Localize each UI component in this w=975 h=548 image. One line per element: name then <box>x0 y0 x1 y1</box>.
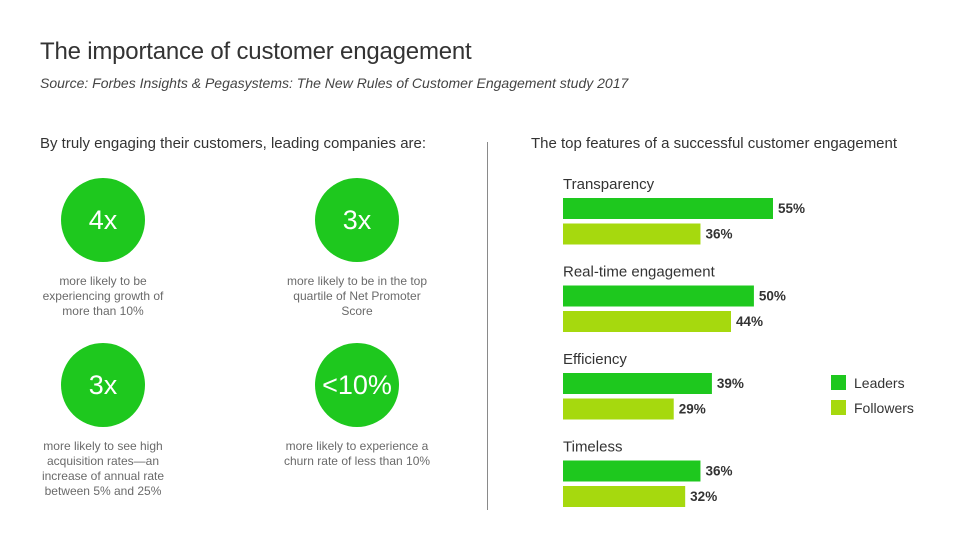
category-label: Efficiency <box>563 351 627 368</box>
stat-circle: 4x <box>61 178 145 262</box>
bar-followers <box>563 311 731 332</box>
bar-followers <box>563 398 674 420</box>
value-label: 36% <box>705 227 732 242</box>
stat-description: more likely to be experiencing growth of… <box>42 274 164 318</box>
legend-swatch-followers <box>831 400 846 415</box>
category-label: Real-time engagement <box>563 264 716 281</box>
category-label: Transparency <box>563 176 655 193</box>
legend-label-followers: Followers <box>854 400 914 416</box>
legend-swatch-leaders <box>831 375 846 390</box>
stat-description: more likely to see high acquisition rate… <box>41 439 165 498</box>
left-heading: By truly engaging their customers, leadi… <box>40 135 427 152</box>
stat-circle: 3x <box>315 178 399 262</box>
stat-acquisition: 3x more likely to see high acquisition r… <box>13 343 193 499</box>
page-title: The importance of customer engagement <box>40 38 472 65</box>
stat-circle: <10% <box>315 343 399 427</box>
bar-followers <box>563 486 686 507</box>
bar-leaders <box>563 460 701 482</box>
category-label: Timeless <box>563 439 622 456</box>
chart-heading: The top features of a successful custome… <box>531 135 898 152</box>
value-label: 44% <box>736 314 763 329</box>
stat-growth: 4x more likely to be experiencing growth… <box>13 178 193 319</box>
stat-description: more likely to be in the top quartile of… <box>286 274 428 318</box>
bar-leaders <box>563 285 754 307</box>
source-subtitle: Source: Forbes Insights & Pegasystems: T… <box>40 75 629 91</box>
value-label: 50% <box>759 289 786 304</box>
column-divider <box>487 142 488 510</box>
legend-label-leaders: Leaders <box>854 375 905 391</box>
bar-leaders <box>563 373 712 394</box>
value-label: 39% <box>717 376 744 391</box>
value-label: 29% <box>679 402 706 417</box>
bar-followers <box>563 223 701 245</box>
stat-net-promoter: 3x more likely to be in the top quartile… <box>267 178 447 319</box>
value-label: 36% <box>705 464 732 479</box>
value-label: 55% <box>778 201 805 216</box>
stat-churn: <10% more likely to experience a churn r… <box>267 343 447 469</box>
stat-description: more likely to experience a churn rate o… <box>283 439 431 468</box>
bar-leaders <box>563 198 773 219</box>
value-label: 32% <box>690 489 717 504</box>
stat-circle: 3x <box>61 343 145 427</box>
